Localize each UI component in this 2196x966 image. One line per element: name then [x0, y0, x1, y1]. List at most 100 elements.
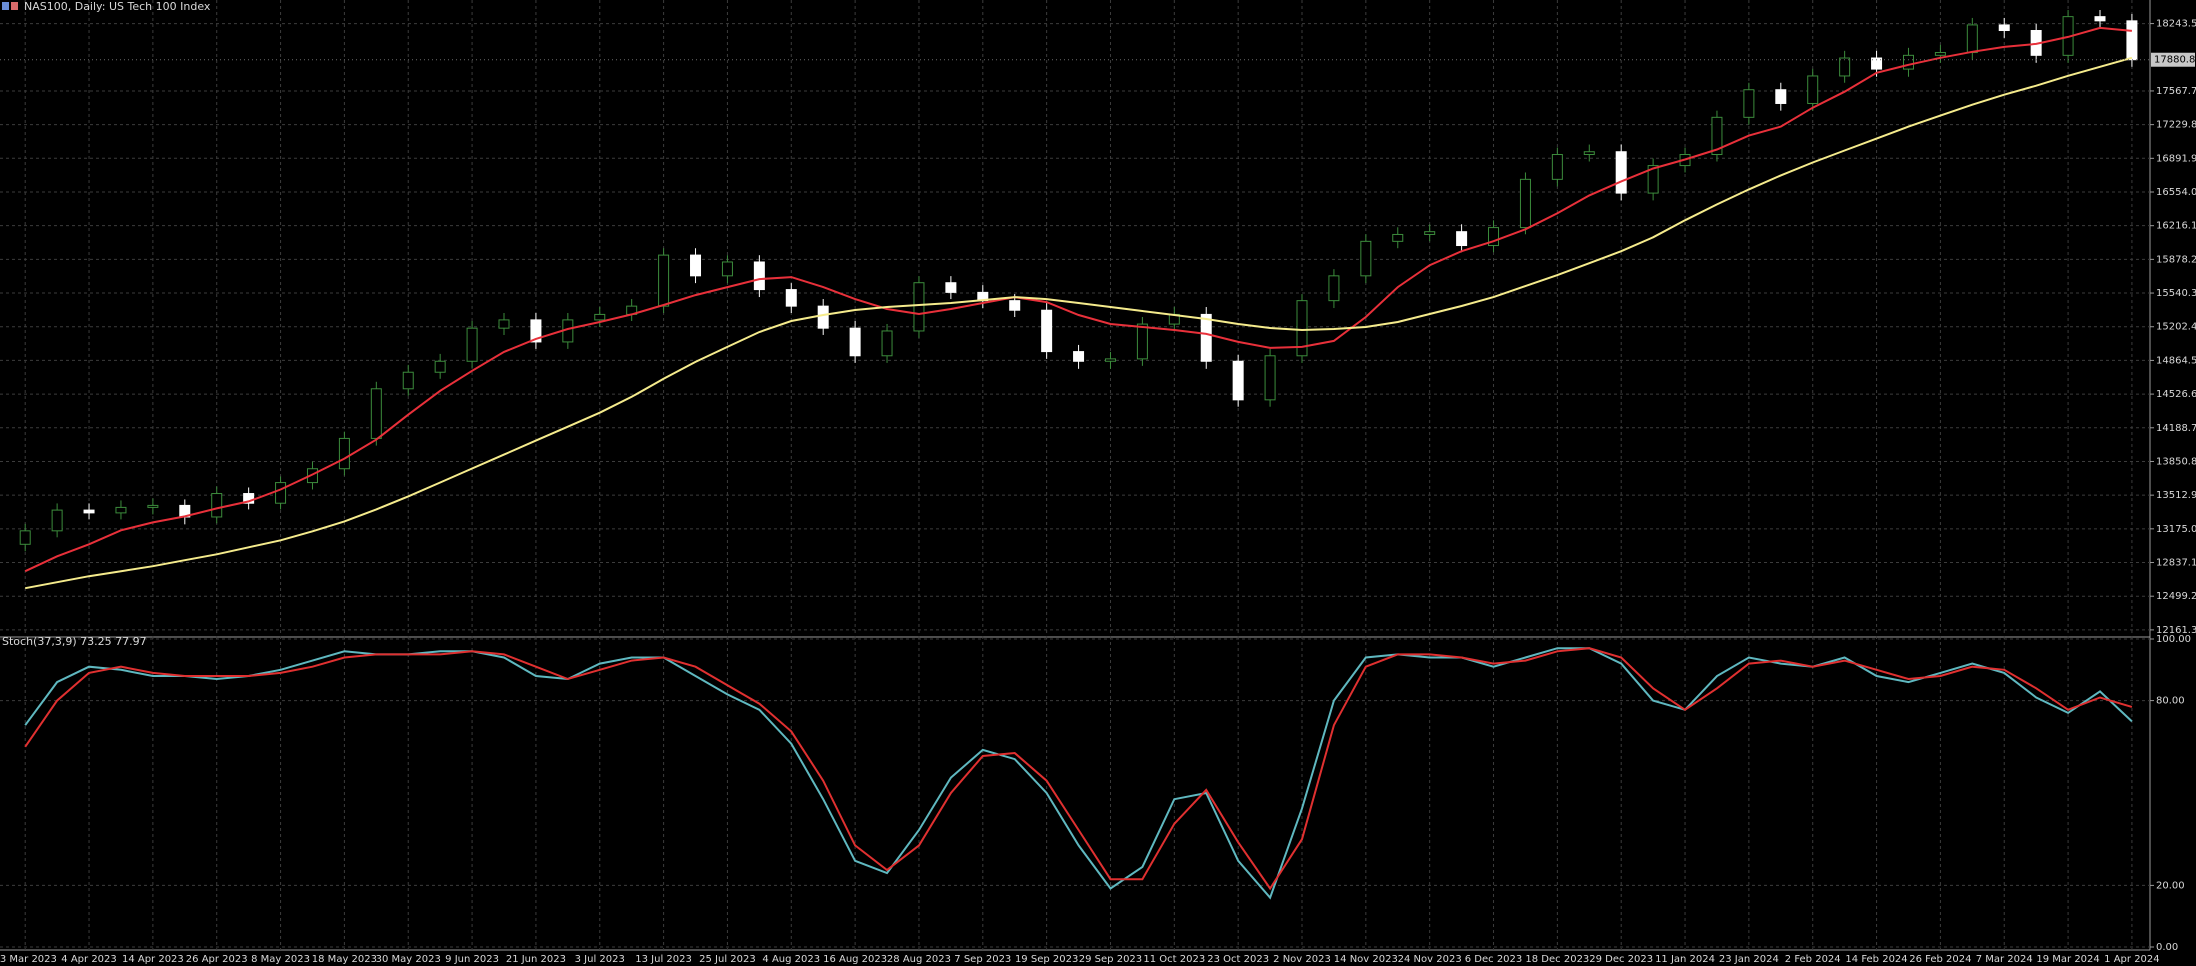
candle-body — [1998, 24, 2010, 32]
x-tick-label: 28 Aug 2023 — [887, 954, 951, 965]
y-tick-label: 100.00 — [2156, 634, 2191, 645]
candle-body — [1424, 231, 1436, 235]
candle-body — [498, 319, 510, 329]
x-tick-label: 18 May 2023 — [312, 954, 377, 965]
candle-body — [434, 360, 446, 373]
candle-body — [1551, 154, 1563, 180]
candle-body — [1647, 165, 1659, 194]
x-tick-label: 1 Apr 2024 — [2104, 954, 2159, 965]
candle-body — [1519, 178, 1531, 229]
candle-body — [785, 289, 797, 307]
x-tick-label: 29 Sep 2023 — [1079, 954, 1142, 965]
x-tick-label: 7 Sep 2023 — [954, 954, 1011, 965]
y-tick-label: 16554.0 — [2156, 187, 2196, 198]
candle-body — [1966, 24, 1978, 54]
x-tick-label: 13 Jul 2023 — [635, 954, 692, 965]
candle-body — [1296, 300, 1308, 357]
x-tick-label: 25 Jul 2023 — [699, 954, 756, 965]
x-tick-label: 14 Nov 2023 — [1334, 954, 1398, 965]
x-tick-label: 30 May 2023 — [376, 954, 441, 965]
x-tick-label: 6 Dec 2023 — [1465, 954, 1523, 965]
x-tick-label: 21 Jun 2023 — [506, 954, 566, 965]
symbol-icon — [2, 2, 9, 10]
x-tick-label: 11 Jan 2024 — [1655, 954, 1715, 965]
x-tick-label: 2 Feb 2024 — [1785, 954, 1841, 965]
y-tick-label: 16216.1 — [2156, 221, 2196, 232]
series-line — [25, 56, 2133, 590]
candle-body — [1009, 300, 1021, 311]
candle-body — [2126, 20, 2138, 61]
candle-body — [1264, 355, 1276, 401]
candle-body — [1902, 54, 1914, 70]
x-tick-label: 19 Sep 2023 — [1015, 954, 1078, 965]
x-tick-label: 19 Mar 2024 — [2036, 954, 2099, 965]
y-tick-label: 0.00 — [2156, 942, 2178, 953]
candle-body — [690, 254, 702, 277]
x-tick-label: 7 Mar 2024 — [1976, 954, 2033, 965]
candle-body — [753, 261, 765, 291]
period-icon — [11, 2, 18, 10]
y-tick-label: 13850.8 — [2156, 456, 2196, 467]
candle-body — [1839, 57, 1851, 77]
y-tick-label: 15540.3 — [2156, 288, 2196, 299]
candle-body — [338, 437, 350, 470]
candle-body — [1328, 275, 1340, 302]
x-tick-label: 4 Aug 2023 — [762, 954, 820, 965]
candle-body — [945, 282, 957, 293]
x-tick-label: 18 Dec 2023 — [1525, 954, 1589, 965]
x-tick-label: 23 Oct 2023 — [1207, 954, 1269, 965]
y-tick-label: 15202.4 — [2156, 322, 2196, 333]
candle-body — [817, 305, 829, 329]
candle-body — [530, 319, 542, 343]
y-tick-label: 14188.7 — [2156, 423, 2196, 434]
candle-body — [1934, 52, 1946, 56]
candle-body — [594, 313, 606, 321]
y-tick-label: 20.00 — [2156, 880, 2185, 891]
candle-body — [2094, 16, 2106, 22]
y-tick-label: 80.00 — [2156, 696, 2185, 707]
y-tick-label: 14864.5 — [2156, 355, 2196, 366]
candle-body — [721, 261, 733, 277]
candle-body — [1392, 233, 1404, 242]
y-tick-label: 13175.0 — [2156, 524, 2196, 535]
candle-body — [1136, 323, 1148, 360]
candle-body — [402, 371, 414, 390]
x-tick-label: 26 Feb 2024 — [1909, 954, 1971, 965]
y-tick-label: 16891.9 — [2156, 153, 2196, 164]
x-tick-label: 11 Oct 2023 — [1143, 954, 1205, 965]
candle-body — [658, 254, 670, 307]
indicator-title: Stoch(37,3,9) 73.25 77.97 — [2, 635, 147, 648]
candle-body — [211, 493, 223, 518]
candle-body — [881, 330, 893, 357]
y-tick-label: 12499.2 — [2156, 591, 2196, 602]
current-price-box — [2151, 52, 2195, 67]
candle-body — [1456, 231, 1468, 247]
x-tick-label: 14 Feb 2024 — [1845, 954, 1907, 965]
candle-body — [1041, 309, 1053, 353]
candle-body — [370, 388, 382, 439]
y-tick-label: 12837.1 — [2156, 558, 2196, 569]
x-tick-label: 14 Apr 2023 — [122, 954, 184, 965]
candle-body — [51, 509, 63, 532]
x-tick-label: 23 Mar 2023 — [0, 954, 57, 965]
y-tick-label: 13512.9 — [2156, 490, 2196, 501]
y-tick-label: 14526.6 — [2156, 389, 2196, 400]
candle-body — [306, 468, 318, 484]
candle-body — [243, 493, 255, 504]
x-tick-label: 8 May 2023 — [251, 954, 310, 965]
candle-body — [1104, 358, 1116, 362]
y-tick-label: 18243.5 — [2156, 19, 2196, 30]
candle-body — [275, 482, 287, 504]
candle-body — [1073, 351, 1085, 362]
chart-title: NAS100, Daily: US Tech 100 Index — [24, 0, 211, 13]
y-tick-label: 12161.3 — [2156, 625, 2196, 636]
y-tick-label: 17229.8 — [2156, 120, 2196, 131]
candle-body — [1743, 89, 1755, 118]
x-tick-label: 9 Jun 2023 — [445, 954, 499, 965]
candle-body — [1360, 240, 1372, 277]
candle-body — [1615, 151, 1627, 194]
current-price-label: 17880.8 — [2154, 55, 2195, 66]
candle-body — [19, 530, 31, 545]
candle-body — [115, 506, 127, 514]
